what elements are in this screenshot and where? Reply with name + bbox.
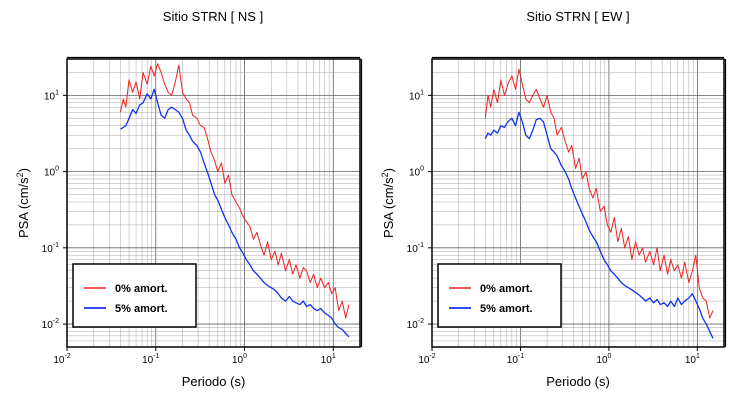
x-tick-label: 101 (321, 353, 336, 366)
y-axis-label-superscript: 2 (380, 172, 390, 177)
y-tick-base: 10 (407, 320, 419, 331)
y-tick-exponent: -1 (418, 242, 424, 249)
y-tick-label: 10-1 (407, 242, 424, 255)
x-tick-label: 10-2 (53, 353, 70, 366)
y-tick-base: 10 (407, 244, 419, 255)
y-tick-base: 10 (44, 91, 56, 102)
x-tick-base: 10 (596, 355, 608, 366)
y-tick-exponent: 0 (420, 166, 424, 173)
y-tick-label: 101 (44, 89, 59, 102)
y-tick-exponent: -2 (53, 318, 59, 325)
legend-box (437, 263, 562, 328)
x-tick-label: 10-1 (142, 353, 159, 366)
y-tick-exponent: 1 (420, 89, 424, 96)
x-tick-label: 10-1 (507, 353, 524, 366)
x-tick-label: 100 (596, 353, 611, 366)
y-tick-exponent: -2 (418, 318, 424, 325)
x-tick-base: 10 (685, 355, 697, 366)
y-tick-label: 10-1 (42, 242, 59, 255)
y-tick-exponent: 1 (55, 89, 59, 96)
plot-frame (66, 58, 361, 348)
y-tick-exponent: 0 (55, 166, 59, 173)
legend: 0% amort. 5% amort. (437, 263, 562, 328)
grid (66, 58, 361, 348)
y-tick-base: 10 (409, 91, 421, 102)
legend-label: 0% amort. (480, 283, 533, 295)
y-axis-label: PSA (cm/s2) (380, 168, 396, 238)
x-tick-exponent: 0 (608, 353, 612, 360)
y-tick-exponent: -1 (53, 242, 59, 249)
y-tick-label: 10-2 (42, 318, 59, 331)
series-line-damping-5 (484, 111, 714, 339)
x-tick-base: 10 (507, 355, 519, 366)
y-tick-base: 10 (44, 168, 56, 179)
x-tick-exponent: -2 (64, 353, 70, 360)
x-axis-label: Periodo (s) (546, 374, 610, 389)
chart-title: Sitio STRN [ NS ] (163, 9, 263, 24)
y-tick-base: 10 (42, 320, 54, 331)
x-tick-exponent: 1 (696, 353, 700, 360)
x-tick-label: 10-2 (418, 353, 435, 366)
y-tick-label: 100 (44, 166, 59, 179)
x-tick-base: 10 (142, 355, 154, 366)
y-axis-label-close: ) (381, 168, 396, 172)
x-tick-base: 10 (232, 355, 244, 366)
series-line-damping-5 (120, 88, 350, 338)
x-tick-exponent: 0 (243, 353, 247, 360)
y-tick-label: 10-2 (407, 318, 424, 331)
y-axis-label-text: PSA (cm/s (381, 177, 396, 238)
x-tick-base: 10 (418, 355, 430, 366)
x-axis-label: Periodo (s) (182, 374, 246, 389)
x-tick-exponent: -1 (153, 353, 159, 360)
series-line-damping-0 (484, 68, 714, 319)
y-axis-label: PSA (cm/s2) (15, 168, 31, 238)
y-tick-base: 10 (409, 168, 421, 179)
y-tick-base: 10 (42, 244, 54, 255)
y-axis-label-text: PSA (cm/s (16, 177, 31, 238)
chart-title: Sitio STRN [ EW ] (526, 9, 629, 24)
y-axis-label-superscript: 2 (15, 172, 25, 177)
legend: 0% amort. 5% amort. (72, 263, 197, 328)
x-tick-exponent: -2 (429, 353, 435, 360)
x-tick-base: 10 (321, 355, 333, 366)
legend-box (72, 263, 197, 328)
legend-label: 0% amort. (115, 283, 168, 295)
y-axis-label-close: ) (16, 168, 31, 172)
legend-label: 5% amort. (115, 303, 168, 315)
x-tick-label: 100 (232, 353, 247, 366)
legend-label: 5% amort. (480, 303, 533, 315)
y-tick-label: 101 (409, 89, 424, 102)
x-tick-base: 10 (53, 355, 65, 366)
x-tick-label: 101 (685, 353, 700, 366)
plot-frame (431, 58, 725, 348)
y-tick-label: 100 (409, 166, 424, 179)
x-tick-exponent: -1 (518, 353, 524, 360)
x-tick-exponent: 1 (332, 353, 336, 360)
series-line-damping-0 (119, 63, 350, 319)
